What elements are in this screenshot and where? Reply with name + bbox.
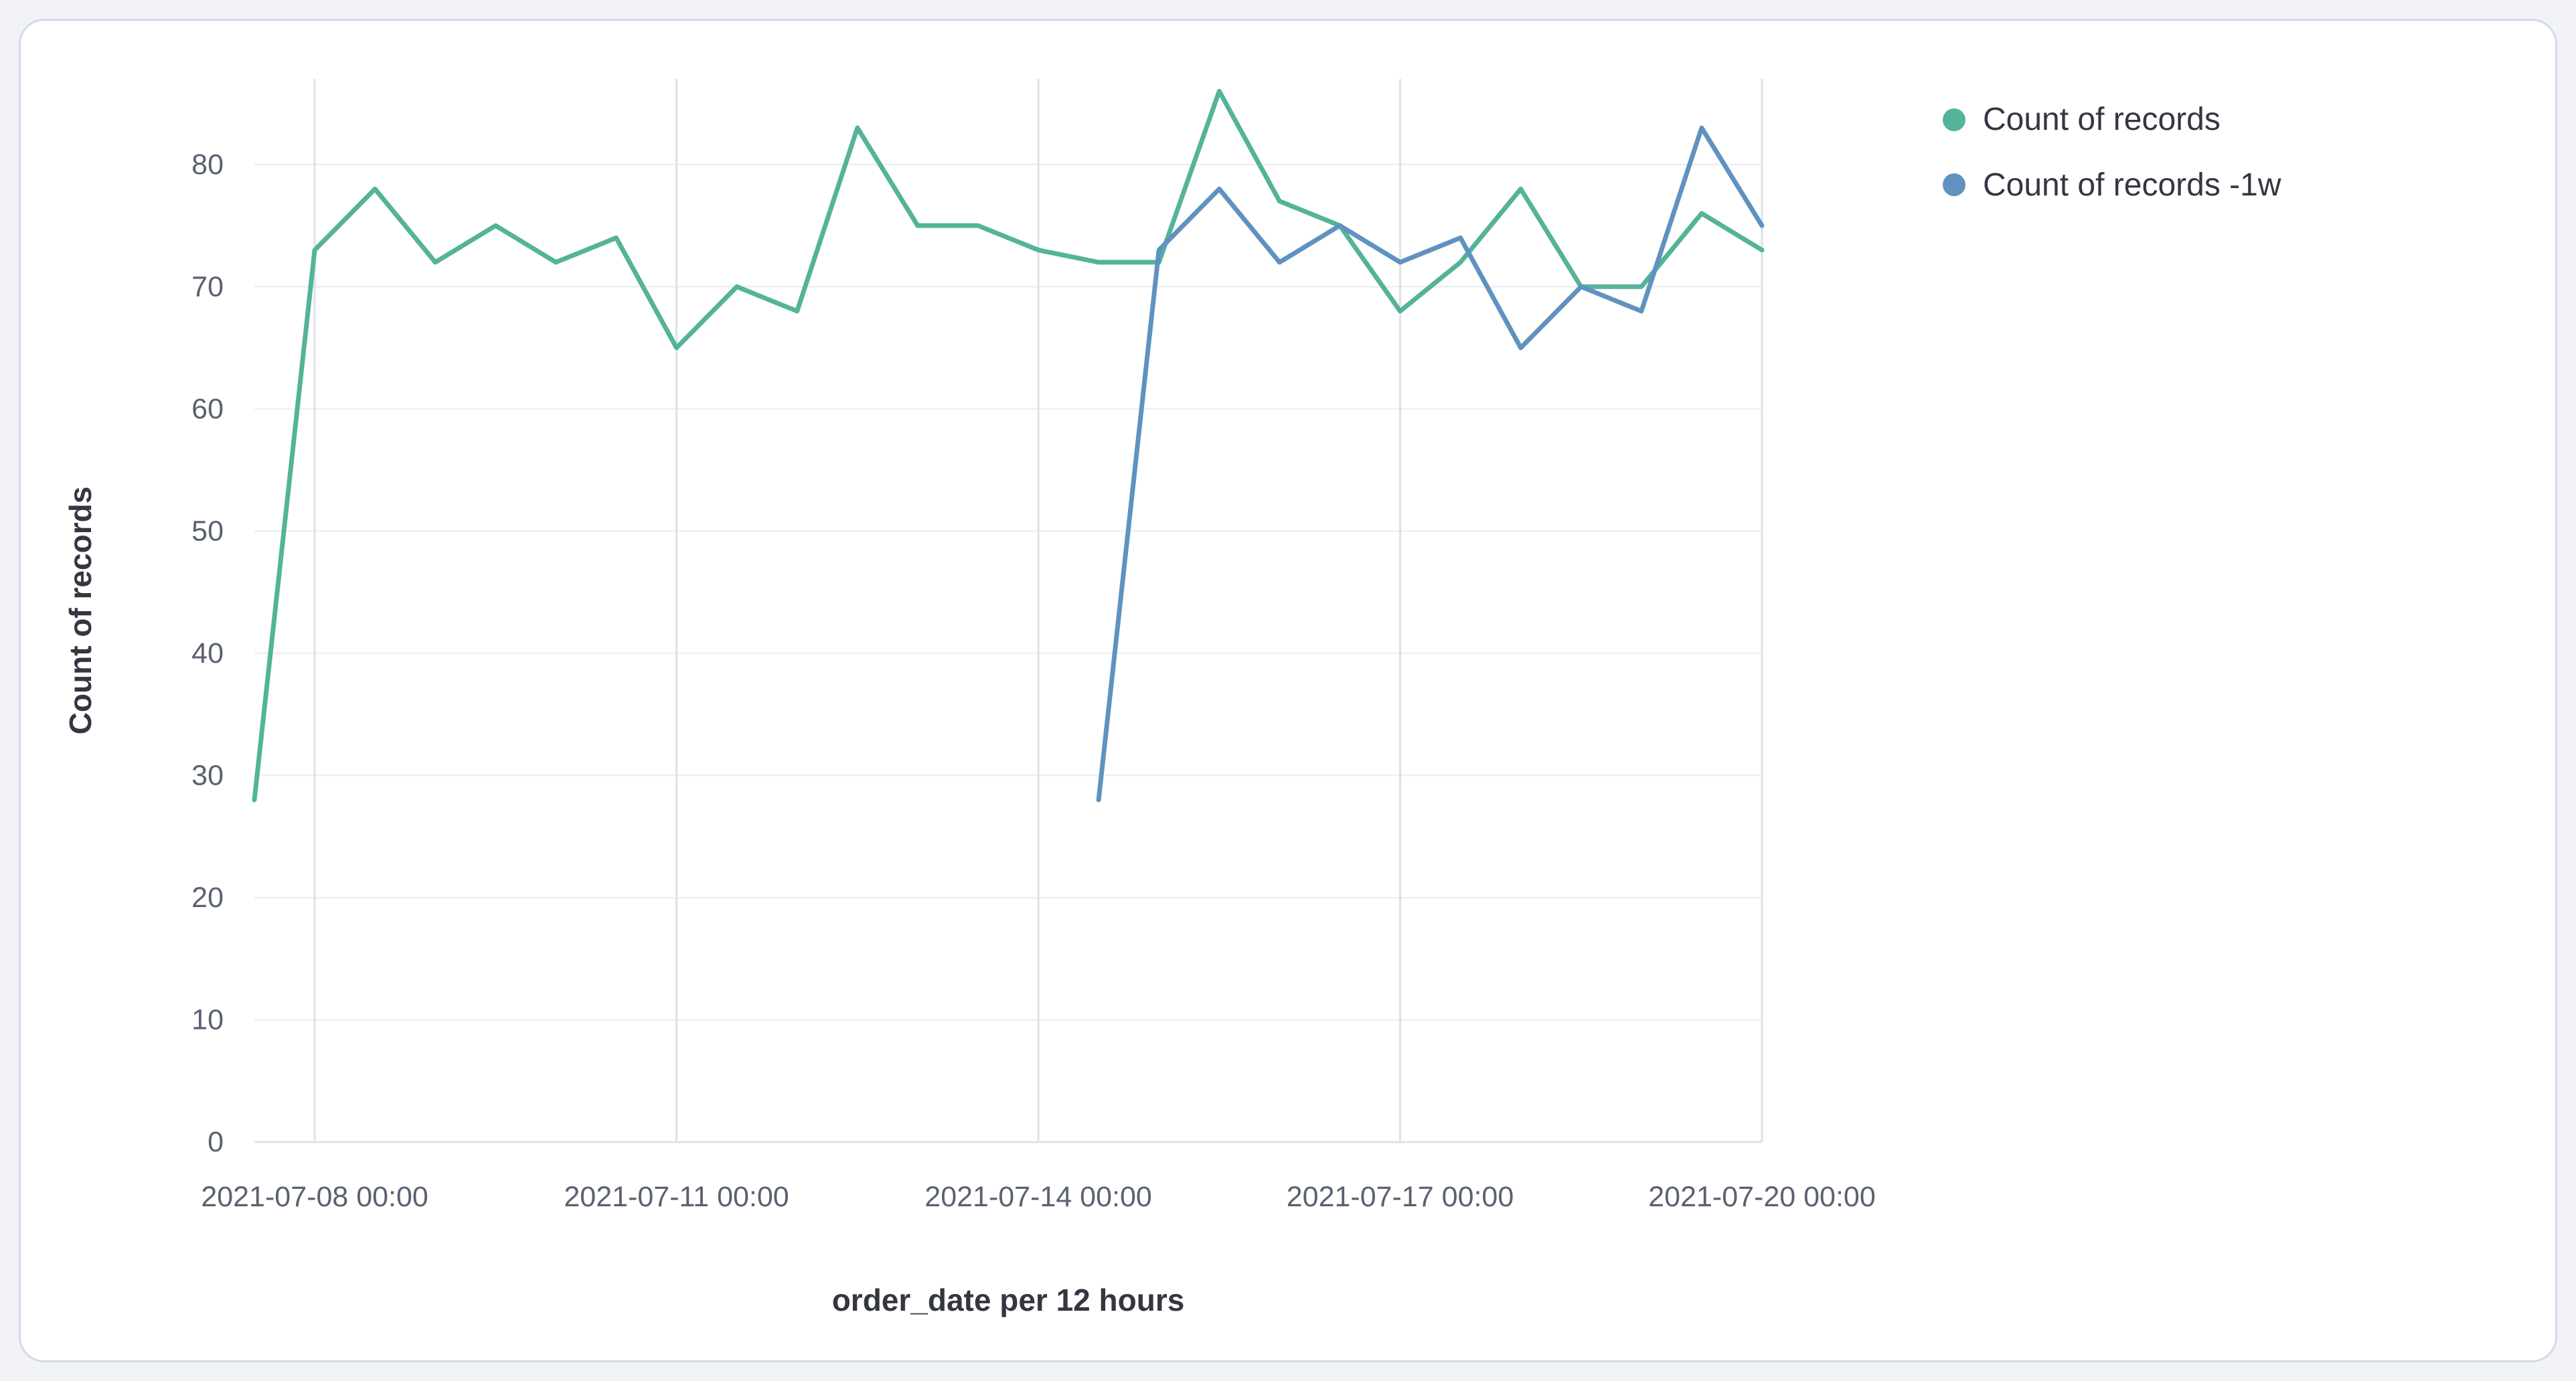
y-axis-tick-label: 80: [191, 149, 224, 181]
y-axis-tick-label: 40: [191, 637, 224, 669]
x-axis-tick-label: 2021-07-08 00:00: [201, 1181, 428, 1213]
series-line-1[interactable]: [1096, 125, 1765, 803]
series-line-0[interactable]: [252, 88, 1765, 803]
y-axis-tick-label: 20: [191, 882, 224, 914]
y-axis-tick-label: 70: [191, 270, 224, 303]
x-axis-tick-label: 2021-07-11 00:00: [564, 1181, 789, 1213]
legend-item-count-of-records-minus-1w[interactable]: Count of records -1w: [1943, 166, 2281, 205]
y-axis-tick-label: 30: [191, 759, 224, 791]
y-axis-tick-label: 0: [208, 1126, 224, 1158]
y-axis-tick-label: 60: [191, 393, 224, 425]
x-axis-tick-label: 2021-07-20 00:00: [1648, 1181, 1876, 1213]
chart-panel: [19, 19, 2557, 1362]
legend-dot-icon: [1943, 108, 1965, 131]
legend-dot-icon: [1943, 173, 1965, 197]
legend-item-count-of-records[interactable]: Count of records: [1943, 100, 2281, 139]
y-axis-tick-label: 50: [191, 515, 224, 547]
y-axis-tick-label: 10: [191, 1003, 224, 1036]
legend-label: Count of records: [1983, 102, 2221, 137]
chart-legend: Count of records Count of records -1w: [1943, 100, 2281, 204]
x-axis-title: order_date per 12 hours: [832, 1283, 1185, 1317]
y-axis-title: Count of records: [63, 487, 98, 735]
legend-label: Count of records -1w: [1983, 167, 2281, 203]
x-axis-tick-label: 2021-07-14 00:00: [924, 1181, 1152, 1213]
x-axis-tick-label: 2021-07-17 00:00: [1287, 1181, 1514, 1213]
